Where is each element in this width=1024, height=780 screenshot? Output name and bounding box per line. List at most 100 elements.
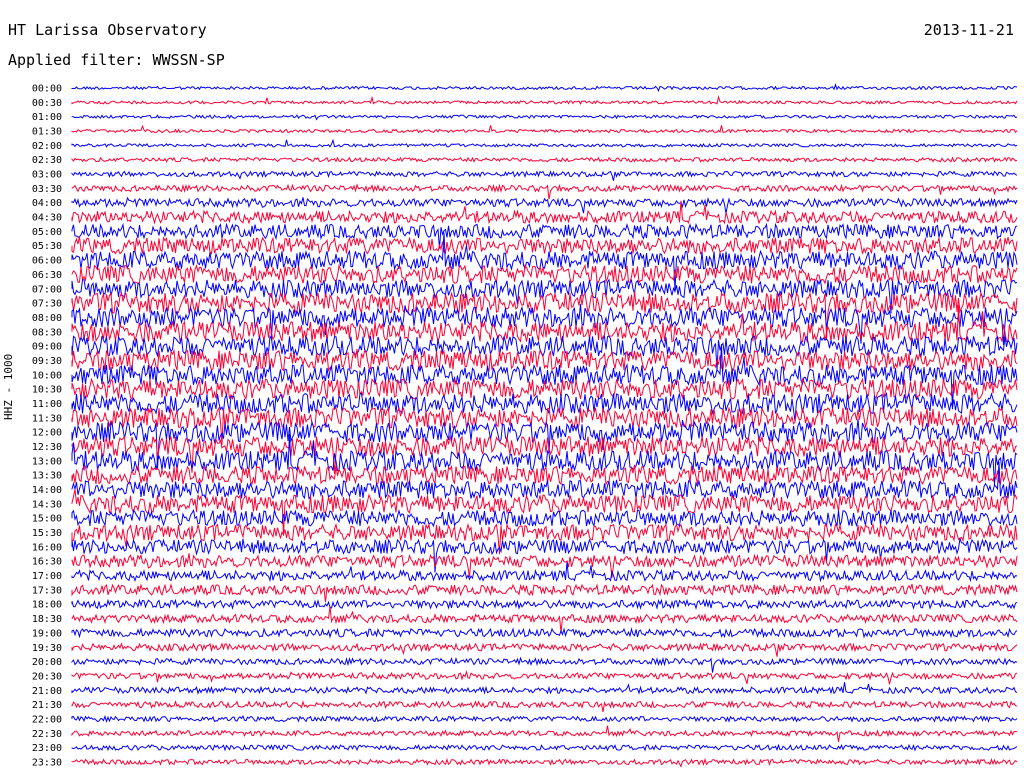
row-time-label: 11:00 [32, 399, 62, 410]
row-time-label: 22:30 [32, 729, 62, 740]
row-time-label: 13:00 [32, 456, 62, 467]
row-time-label: 12:00 [32, 428, 62, 439]
seismogram-trace [71, 682, 1018, 695]
seismogram-trace [71, 561, 1018, 583]
row-time-label: 09:30 [32, 356, 62, 367]
row-time-label: 09:00 [32, 342, 62, 353]
row-time-label: 06:00 [32, 256, 62, 267]
seismogram-trace [71, 508, 1018, 528]
seismogram-trace [71, 232, 1018, 292]
seismogram-trace [71, 278, 1018, 314]
row-time-label: 17:30 [32, 585, 62, 596]
seismogram-trace [71, 461, 1018, 501]
seismogram-trace [71, 418, 1018, 469]
seismogram-trace [71, 236, 1018, 255]
seismogram-trace [71, 538, 1018, 573]
row-time-label: 17:00 [32, 571, 62, 582]
seismogram-trace [71, 553, 1018, 578]
row-time-label: 07:00 [32, 284, 62, 295]
seismogram-trace [71, 606, 1018, 633]
seismogram-trace [71, 522, 1018, 555]
seismogram-trace [71, 114, 1018, 121]
row-time-label: 07:30 [32, 299, 62, 310]
seismogram-trace [71, 598, 1018, 610]
row-time-label: 04:30 [32, 213, 62, 224]
row-time-label: 04:00 [32, 198, 62, 209]
row-time-label: 14:00 [32, 485, 62, 496]
row-time-label: 10:00 [32, 370, 62, 381]
row-time-label: 23:30 [32, 757, 62, 768]
seismogram-trace [71, 95, 1018, 105]
seismogram-trace [71, 642, 1018, 657]
seismogram-trace [71, 670, 1018, 685]
seismogram-trace [71, 464, 1018, 486]
seismogram-trace [71, 156, 1018, 163]
row-time-label: 03:00 [32, 170, 62, 181]
seismogram-trace [71, 304, 1018, 346]
row-time-label: 02:00 [32, 141, 62, 152]
seismogram-trace [71, 200, 1018, 225]
row-time-label: 08:30 [32, 327, 62, 338]
seismogram-trace [71, 304, 1018, 344]
filter-label: Applied filter: WWSSN-SP [8, 51, 225, 69]
seismogram-trace [71, 434, 1018, 475]
row-time-label: 05:30 [32, 241, 62, 252]
row-time-label: 06:30 [32, 270, 62, 281]
row-time-label: 08:00 [32, 313, 62, 324]
row-time-label: 21:00 [32, 686, 62, 697]
seismogram-trace [71, 656, 1018, 673]
row-time-label: 12:30 [32, 442, 62, 453]
seismogram-trace [71, 743, 1018, 752]
row-time-label: 19:00 [32, 628, 62, 639]
row-time-label: 20:30 [32, 671, 62, 682]
seismogram-trace [71, 344, 1018, 410]
seismogram-trace [71, 334, 1018, 371]
seismogram-trace [71, 83, 1018, 93]
seismogram-trace [71, 124, 1018, 134]
observatory-title: HT Larissa Observatory [8, 21, 207, 39]
seismogram-trace [71, 348, 1018, 373]
row-time-label: 10:30 [32, 385, 62, 396]
row-time-label: 18:30 [32, 614, 62, 625]
seismogram-trace [71, 714, 1018, 723]
seismogram-trace [71, 222, 1018, 249]
seismogram-trace [71, 406, 1018, 446]
seismogram-trace [71, 291, 1018, 340]
seismogram-trace [71, 433, 1018, 486]
seismogram-trace [71, 183, 1018, 200]
row-time-label: 00:30 [32, 98, 62, 109]
seismogram-trace [71, 700, 1018, 713]
row-time-label: 00:00 [32, 84, 62, 95]
seismogram-trace [71, 583, 1018, 603]
seismogram-trace [71, 263, 1018, 285]
row-time-label: 16:00 [32, 542, 62, 553]
row-time-label: 21:30 [32, 700, 62, 711]
row-time-label: 11:30 [32, 413, 62, 424]
row-time-label: 14:30 [32, 499, 62, 510]
date-label: 2013-11-21 [923, 21, 1014, 39]
row-time-label: 19:30 [32, 643, 62, 654]
row-time-label: 03:30 [32, 184, 62, 195]
row-time-label: 23:00 [32, 743, 62, 754]
seismogram-trace [71, 377, 1018, 401]
row-time-label: 01:30 [32, 127, 62, 138]
row-time-label: 05:00 [32, 227, 62, 238]
row-time-label: 18:00 [32, 600, 62, 611]
seismogram-trace [71, 196, 1018, 214]
row-time-label: 22:00 [32, 714, 62, 725]
seismogram-trace [71, 489, 1018, 535]
seismogram-trace [71, 757, 1018, 768]
seismogram-trace [71, 138, 1018, 148]
row-time-label: 15:00 [32, 514, 62, 525]
seismogram-trace [71, 392, 1018, 422]
seismogram-trace [71, 627, 1018, 639]
seismogram-trace [71, 725, 1018, 742]
row-time-label: 13:30 [32, 471, 62, 482]
row-time-label: 02:30 [32, 155, 62, 166]
row-time-label: 16:30 [32, 557, 62, 568]
row-time-label: 01:00 [32, 112, 62, 123]
seismogram-trace [71, 170, 1018, 181]
row-time-label: 15:30 [32, 528, 62, 539]
row-time-label: 20:00 [32, 657, 62, 668]
